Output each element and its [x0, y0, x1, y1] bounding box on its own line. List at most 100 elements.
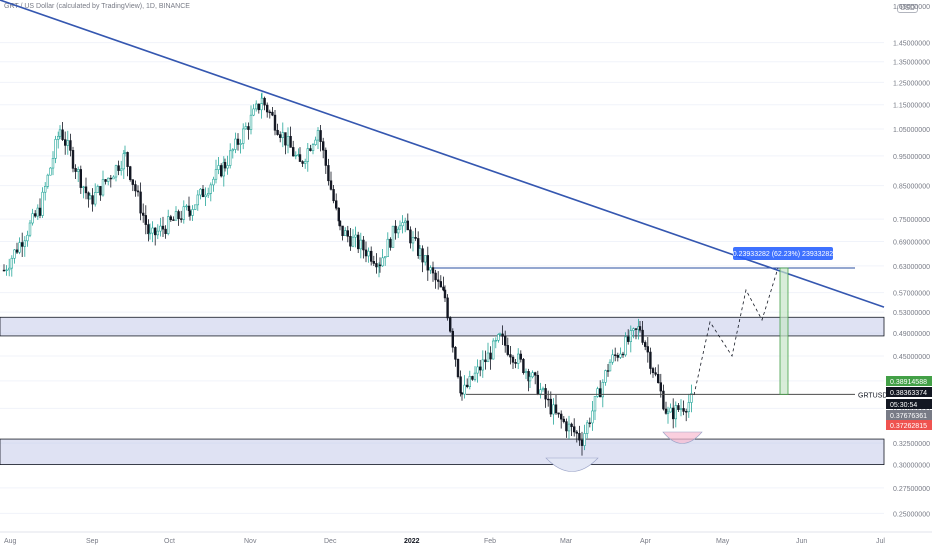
candle — [159, 225, 162, 232]
candle — [494, 340, 497, 342]
candle — [164, 228, 167, 234]
candle — [66, 140, 70, 146]
measure-label: 0.23933282 (62.23%) 23933282 — [733, 251, 834, 258]
candle — [514, 362, 517, 364]
y-tick-label: 0.95000000 — [893, 154, 930, 161]
price-label: 0.37676361 — [890, 413, 927, 420]
candle — [298, 154, 302, 162]
candle — [226, 165, 229, 169]
candle — [306, 148, 309, 162]
candle — [177, 211, 180, 220]
candle — [324, 149, 327, 166]
candle — [369, 250, 373, 262]
candle — [519, 353, 523, 360]
candle — [278, 134, 282, 138]
candle — [501, 333, 504, 337]
candle — [486, 352, 490, 363]
candle — [465, 384, 469, 387]
candle — [608, 361, 612, 372]
candle — [117, 165, 120, 171]
candle — [446, 297, 449, 319]
y-tick-label: 0.25000000 — [893, 511, 930, 518]
candle — [354, 234, 357, 238]
candle — [144, 215, 147, 225]
candle — [131, 179, 134, 185]
candle — [120, 168, 123, 171]
candle — [169, 216, 172, 221]
candle — [74, 168, 77, 172]
price-label: 0.37262815 — [890, 423, 927, 430]
candle — [536, 374, 540, 395]
x-tick-label: Feb — [484, 538, 496, 545]
candle — [41, 191, 44, 216]
candle — [104, 179, 107, 182]
x-tick-label: Dec — [324, 538, 337, 545]
candle — [662, 390, 665, 410]
candle — [456, 358, 460, 378]
candle — [217, 165, 220, 170]
candle — [20, 242, 24, 247]
candle — [46, 174, 50, 187]
candle — [511, 356, 515, 363]
candle — [575, 431, 579, 434]
candle — [598, 388, 602, 398]
candle — [341, 225, 344, 236]
candle — [585, 422, 589, 434]
candle — [649, 351, 652, 369]
candle — [231, 149, 234, 152]
price-label: 05:30:54 — [890, 402, 917, 409]
candle — [255, 103, 258, 110]
candle — [684, 411, 688, 413]
candle — [172, 219, 175, 221]
candle — [43, 186, 47, 193]
candle — [334, 200, 338, 209]
candle — [49, 167, 52, 176]
candle — [634, 328, 638, 330]
y-tick-label: 0.37000000 — [893, 406, 930, 413]
candle — [674, 405, 678, 420]
candle — [26, 234, 29, 242]
candle — [411, 237, 415, 244]
candle — [524, 371, 528, 374]
candle — [13, 249, 16, 259]
candle — [544, 388, 547, 400]
candle — [677, 405, 680, 410]
candle — [669, 407, 672, 413]
candle — [194, 204, 197, 210]
candle — [303, 161, 307, 164]
candle — [182, 206, 185, 220]
candle — [557, 412, 560, 415]
candle — [2, 269, 6, 272]
candle — [199, 188, 202, 196]
currency-badge[interactable]: USD — [897, 4, 918, 13]
candle — [431, 267, 435, 274]
candle — [593, 396, 597, 412]
y-tick-label: 1.65000000 — [893, 4, 930, 11]
candle — [18, 242, 21, 253]
candle — [129, 166, 132, 180]
projected-path — [693, 267, 779, 396]
candle — [309, 148, 312, 151]
candle — [476, 366, 479, 374]
x-tick-label: Jun — [796, 538, 807, 545]
candle — [604, 370, 607, 383]
candle — [84, 186, 88, 194]
candle — [273, 114, 277, 131]
candle — [147, 224, 150, 235]
candle — [451, 330, 454, 348]
candle — [319, 130, 322, 142]
price-label-box — [886, 420, 932, 430]
candle — [223, 162, 227, 169]
candle — [15, 249, 19, 253]
candle — [448, 317, 452, 332]
candle — [651, 368, 655, 373]
candle — [664, 408, 668, 414]
candle — [61, 129, 64, 140]
candle — [265, 104, 269, 113]
candle — [572, 426, 576, 433]
candle — [349, 236, 352, 247]
candle — [136, 190, 140, 193]
candle — [383, 256, 387, 259]
candle — [286, 135, 290, 146]
